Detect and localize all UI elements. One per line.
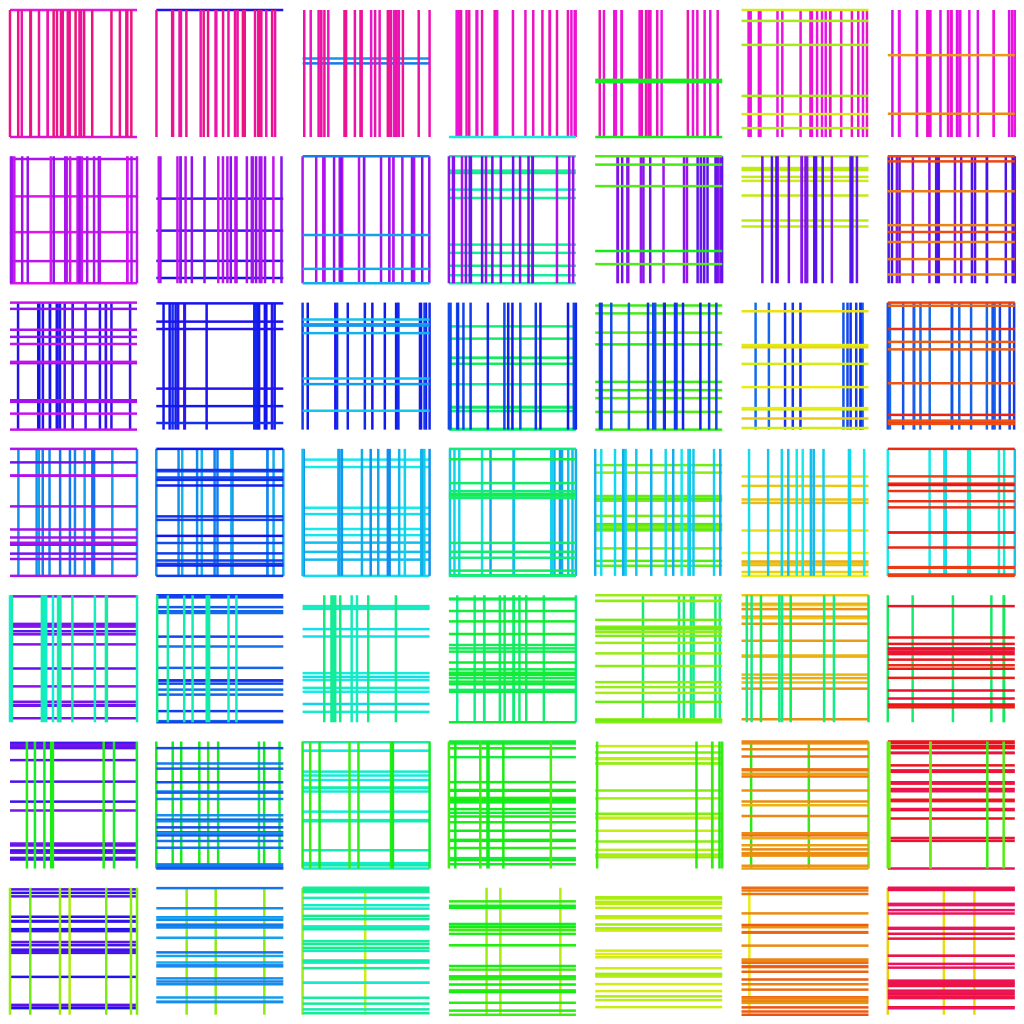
tile	[301, 448, 431, 578]
tile	[595, 741, 724, 869]
tile	[595, 593, 723, 724]
tile	[741, 593, 870, 723]
tile	[741, 886, 869, 1017]
tile	[301, 740, 431, 870]
tile	[156, 302, 284, 430]
tile	[448, 447, 578, 578]
tile	[301, 886, 430, 1015]
tile	[595, 155, 724, 284]
tile	[10, 741, 139, 869]
tile	[593, 448, 723, 576]
tile	[155, 593, 284, 724]
tile	[887, 10, 1017, 137]
tile	[448, 595, 578, 724]
tile	[8, 887, 139, 1015]
tile	[10, 301, 137, 431]
tile	[156, 156, 284, 284]
tile	[741, 155, 869, 284]
tile	[302, 10, 431, 137]
tile	[886, 301, 1016, 430]
tile	[447, 155, 576, 285]
tile	[886, 886, 1015, 1015]
tile	[595, 10, 723, 139]
tile	[10, 447, 139, 578]
tile	[887, 155, 1017, 284]
tile	[595, 896, 723, 1009]
tile	[155, 741, 284, 870]
tile	[448, 10, 577, 139]
tile	[8, 595, 139, 723]
tile	[741, 740, 870, 870]
tile	[447, 740, 576, 869]
tile	[741, 302, 869, 430]
tile	[302, 595, 430, 723]
tile	[448, 887, 576, 1017]
tile	[156, 886, 284, 1015]
tile	[886, 447, 1017, 578]
tile	[741, 8, 869, 137]
tile	[301, 155, 431, 285]
tile	[886, 740, 1015, 870]
tile	[155, 8, 284, 137]
tile	[301, 302, 431, 430]
tile	[595, 302, 723, 431]
tile	[8, 8, 137, 139]
tile	[741, 448, 869, 578]
tile	[447, 302, 578, 431]
tile	[9, 156, 139, 285]
tile	[886, 595, 1015, 723]
tile	[155, 447, 285, 578]
